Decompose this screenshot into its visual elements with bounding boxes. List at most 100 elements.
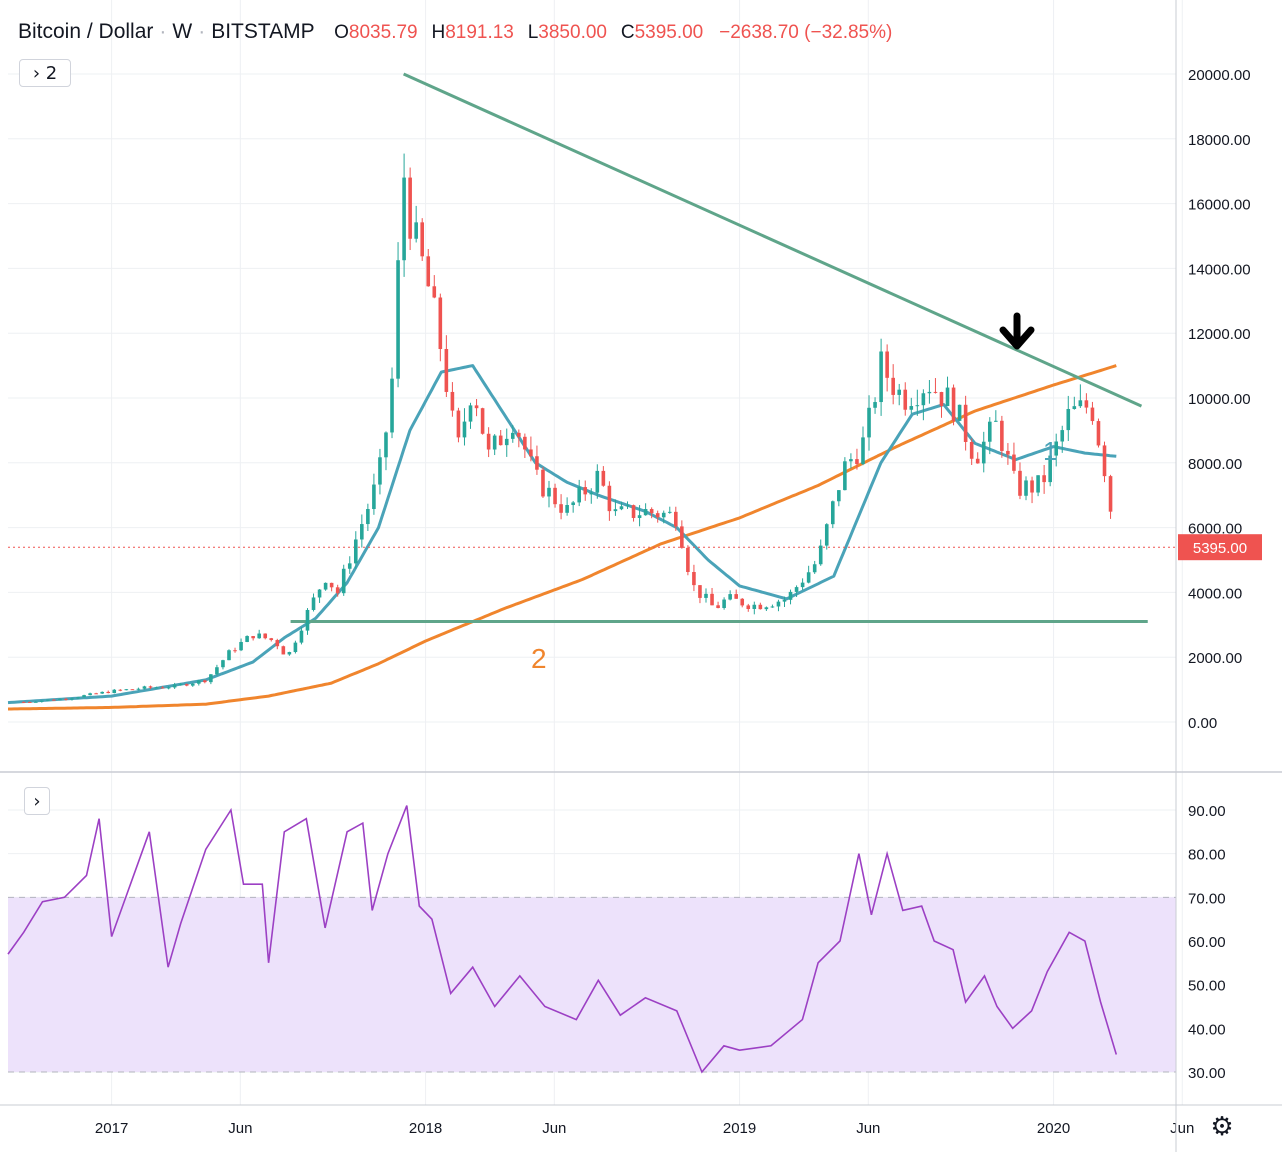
annotations: 12 [531,312,1057,674]
price-axis-tick-label: 16000.00 [1188,197,1251,214]
candle-body [1036,475,1040,493]
candle-body [661,512,666,518]
candle-body [517,432,521,437]
candle-body [184,684,189,686]
interval[interactable]: W [172,20,193,43]
candle-body [728,594,732,600]
candle-body [341,568,346,594]
x-axis-tick-label: Jun [1170,1120,1194,1137]
indicator-lines [7,72,1176,711]
candle-body [776,601,781,607]
down-arrow-icon [999,312,1035,350]
rsi-axis-tick-label: 50.00 [1188,978,1226,995]
candle-body [76,697,80,699]
rsi-axis-tick-label: 30.00 [1188,1065,1226,1082]
candle-body [957,404,962,421]
candle-body [118,689,123,691]
candle-body [269,638,274,641]
symbol-name[interactable]: Bitcoin / Dollar [18,20,154,43]
candle-body [1048,455,1052,483]
x-axis-tick-label: 2019 [723,1120,756,1137]
low-value: 3850.00 [538,22,607,43]
candle-body [891,377,895,395]
price-axis-tick-label: 2000.00 [1188,650,1242,667]
candle-body [317,589,322,598]
open-label: O [334,22,349,43]
candle-body [456,410,461,438]
candle-body [293,642,298,653]
candle-body [1030,480,1034,493]
candle-body [975,458,980,464]
indicators-collapse-button[interactable]: › 2 [19,59,71,87]
candle-body [130,689,135,691]
candle-body [444,349,449,392]
price-axis-tick-label: 4000.00 [1188,585,1242,602]
candle-body [305,609,310,631]
candle-body [643,509,648,516]
candle-body [335,587,340,594]
candle-body [372,484,376,510]
candle-body [197,680,201,684]
candle-body [172,684,177,688]
candle-body [347,563,352,569]
candle-body [843,461,847,491]
candle-body [378,457,382,485]
candle-body [1072,406,1077,409]
candle-body [547,487,551,497]
candle-body [450,391,455,411]
candle-body [420,222,425,257]
candle-body [885,351,889,378]
trendline [402,72,1143,408]
x-axis-tick-label: Jun [856,1120,880,1137]
sma-2-line [8,364,1117,711]
candle-body [251,636,255,639]
sma-2-annotation: 2 [531,643,547,674]
chart-legend-header: Bitcoin / Dollar · W · BITSTAMP O8035.79 H81… [18,20,893,43]
candle-body [82,695,86,698]
candle-body [637,515,642,518]
open-value: 8035.79 [348,22,418,43]
high-value: 8191.13 [445,22,514,43]
candle-body [1000,420,1004,451]
candle-body [994,420,998,422]
candle-body [782,599,787,602]
price-axis-tick-label: 10000.00 [1188,391,1251,408]
candle-body [1060,430,1065,442]
sma-1-line [7,364,1117,705]
gear-icon[interactable]: ⚙ [1210,1112,1234,1142]
candle-body [553,487,557,505]
candle-body [221,660,225,668]
candle-body [287,652,292,655]
candle-body [752,604,757,609]
candle-body [577,487,581,503]
candle-body [21,701,26,703]
low-label: L [527,22,539,43]
candle-body [565,505,569,513]
candle-body [716,605,720,609]
candle-body [867,407,871,438]
rsi-collapse-button[interactable]: › [24,787,50,815]
candle-body [166,687,171,689]
candle-body [698,585,702,598]
candle-body [323,582,328,590]
candle-body [710,593,714,606]
candle-body [58,698,62,701]
candle-body [939,392,944,407]
candle-body [426,256,431,287]
rsi-axis-tick-label: 90.00 [1188,803,1226,820]
candle-body [468,405,473,422]
candle-body [1018,470,1022,496]
candle-body [909,406,914,410]
candle-body [178,684,183,686]
rsi-axis-tick-label: 40.00 [1188,1021,1226,1038]
candle-body [861,437,865,465]
candle-body [1090,407,1095,422]
candle-body [655,513,660,518]
candle-body [951,387,956,421]
candle-body [933,391,938,393]
rsi-panel [7,805,1118,1074]
candle-body [40,700,44,702]
price-axis-tick-label: 6000.00 [1188,521,1242,538]
